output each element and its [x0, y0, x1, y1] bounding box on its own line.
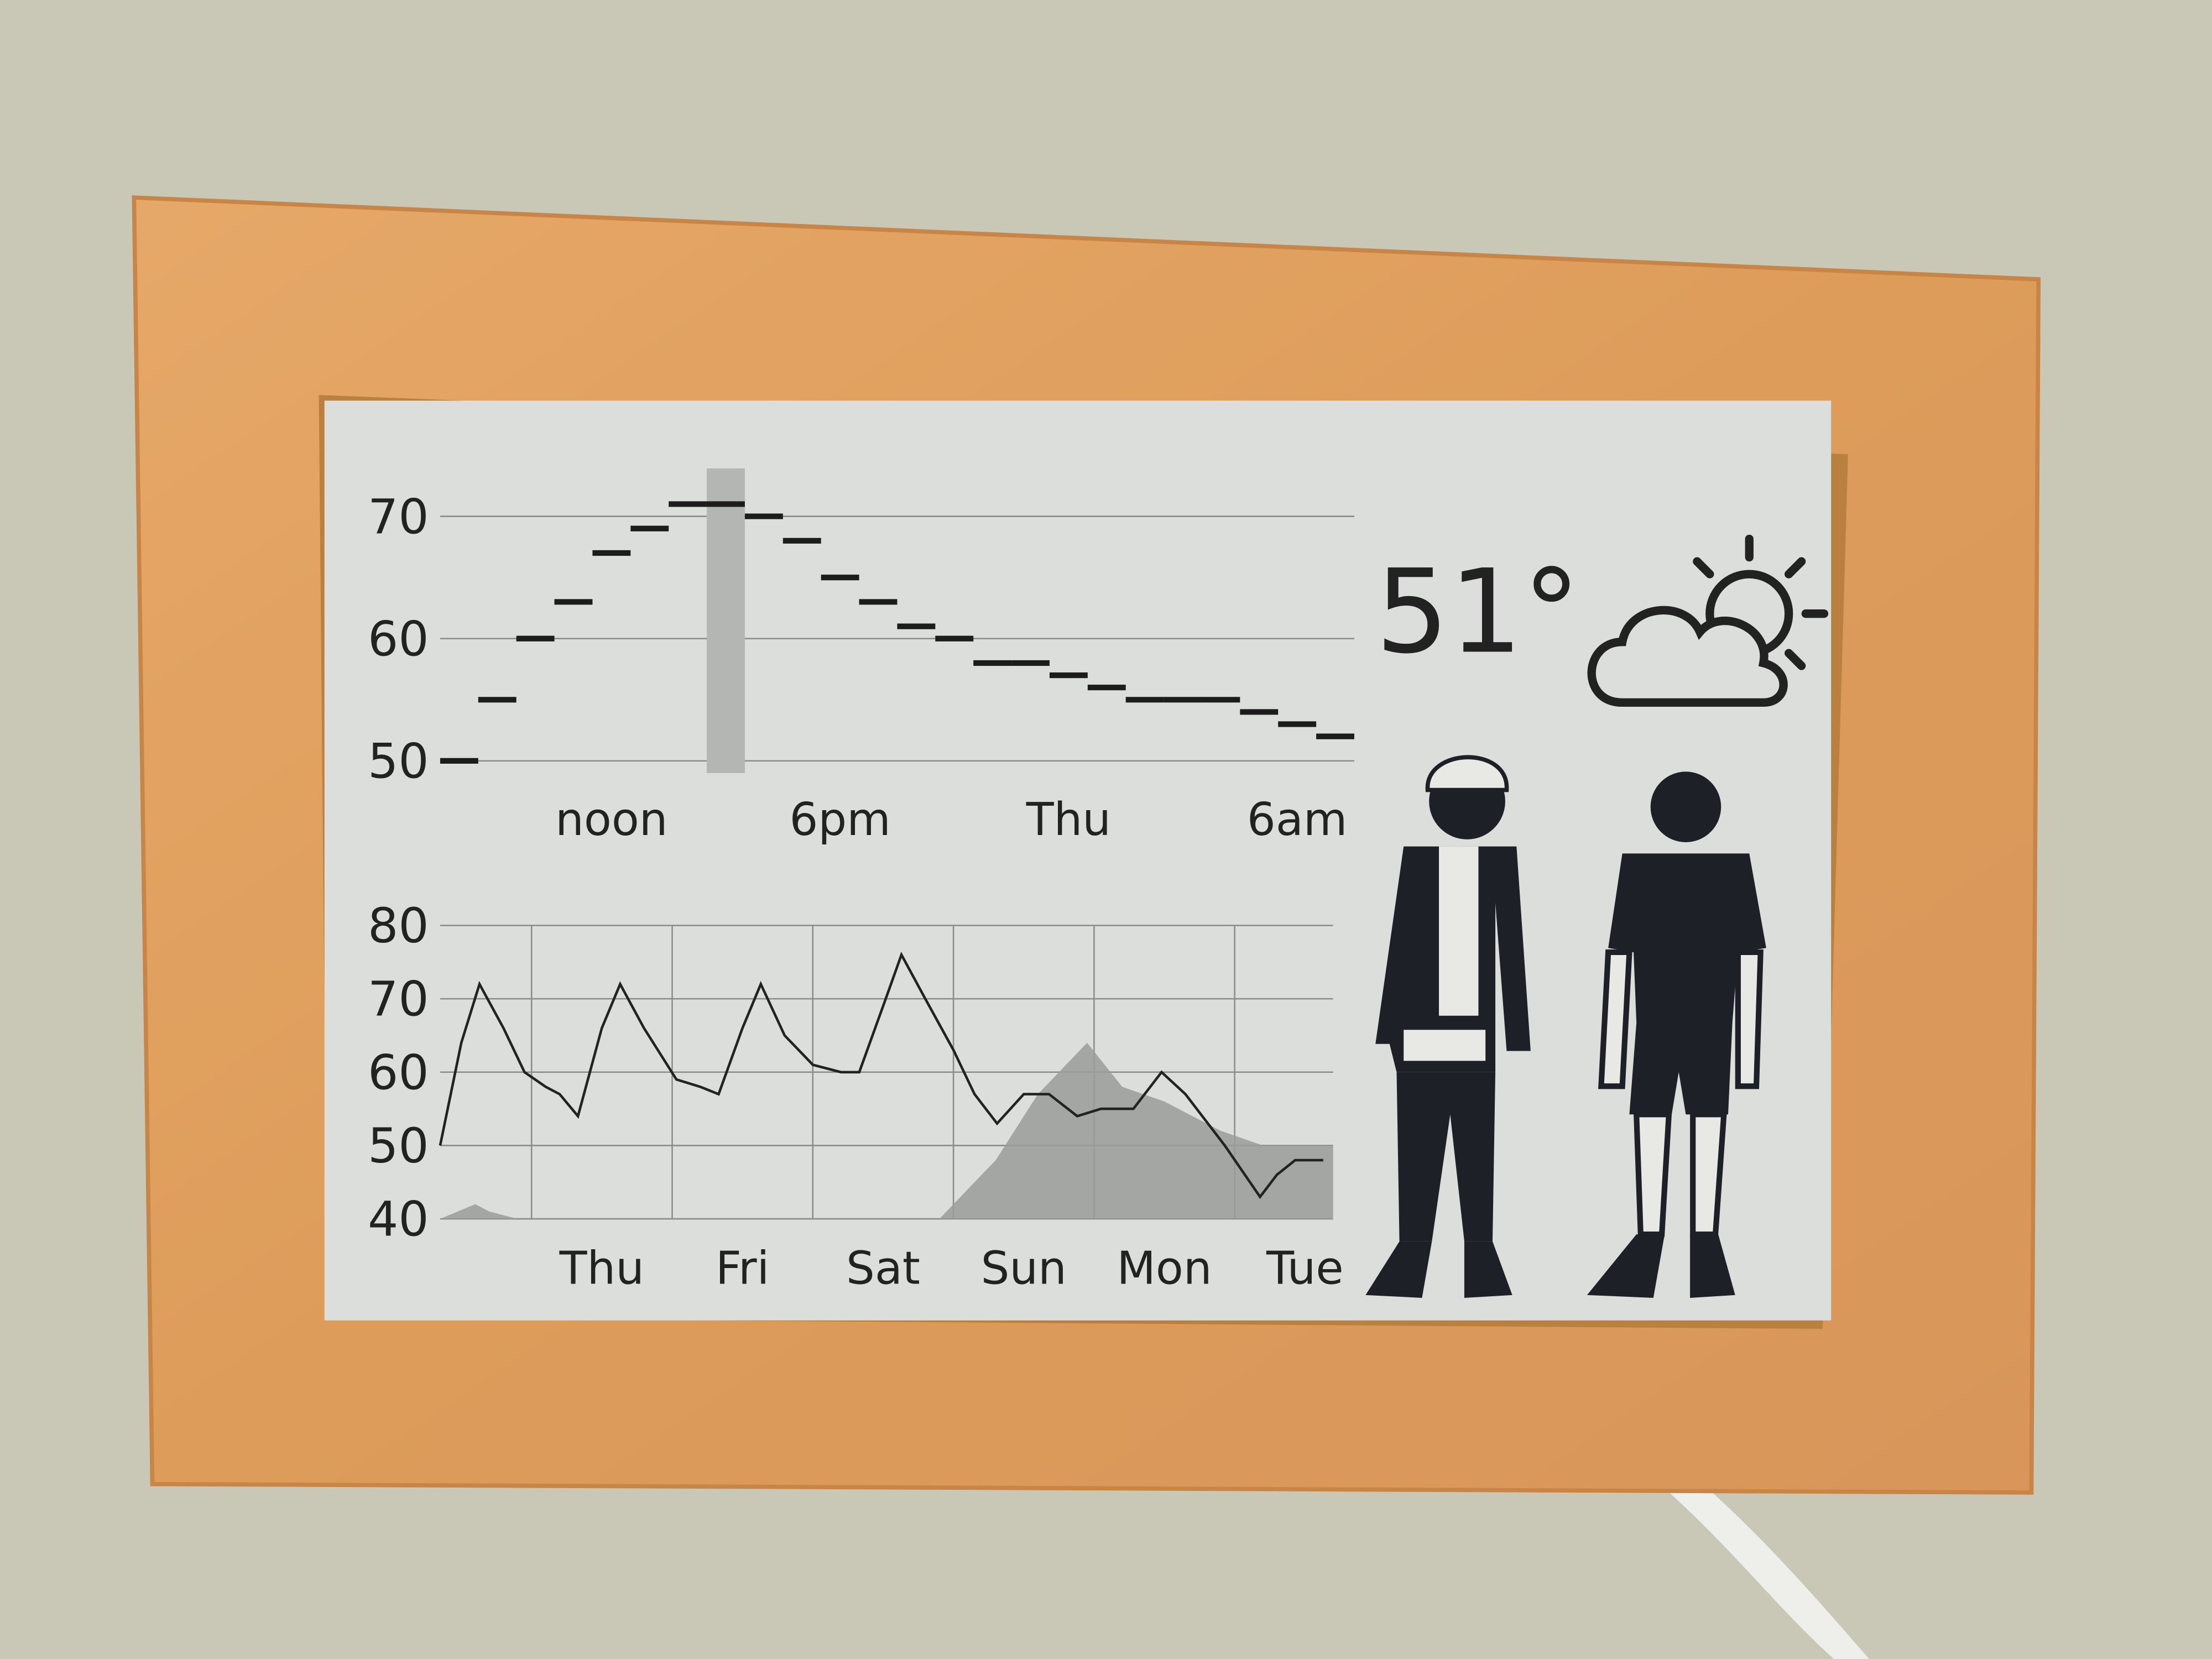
y-tick-label: 80 — [368, 898, 429, 954]
temperature-line — [439, 951, 1323, 1199]
y-tick-label: 70 — [368, 972, 429, 1027]
figure-tshirt — [1587, 771, 1766, 1298]
charts: 50 60 70 noon 6pm Thu 6am 40 50 60 70 80 Thu Fri Sat Su… — [368, 468, 1354, 1295]
highlight-band — [707, 468, 745, 773]
figure-jacket — [1365, 755, 1531, 1298]
x-tick-label: Fri — [716, 1242, 769, 1295]
precipitation-area — [440, 1042, 1333, 1219]
weather-icon — [1587, 534, 1829, 707]
x-tick-label: Thu — [1026, 794, 1111, 846]
y-tick-label: 70 — [368, 489, 429, 545]
cable — [1665, 1481, 1870, 1659]
y-tick-label: 60 — [368, 1045, 429, 1100]
y-tick-label: 40 — [368, 1192, 429, 1248]
y-tick-label: 60 — [368, 611, 429, 667]
x-tick-label: Mon — [1117, 1242, 1212, 1295]
x-tick-label: Sun — [981, 1242, 1067, 1295]
x-tick-label: 6am — [1247, 794, 1347, 846]
x-tick-label: Sat — [846, 1242, 920, 1295]
x-tick-label: Tue — [1266, 1242, 1343, 1295]
current-temperature: 51° — [1375, 545, 1580, 680]
x-tick-label: Thu — [559, 1242, 644, 1295]
y-tick-label: 50 — [368, 733, 429, 789]
x-tick-label: 6pm — [789, 794, 890, 846]
y-tick-label: 50 — [368, 1118, 429, 1174]
x-tick-label: noon — [555, 794, 667, 846]
